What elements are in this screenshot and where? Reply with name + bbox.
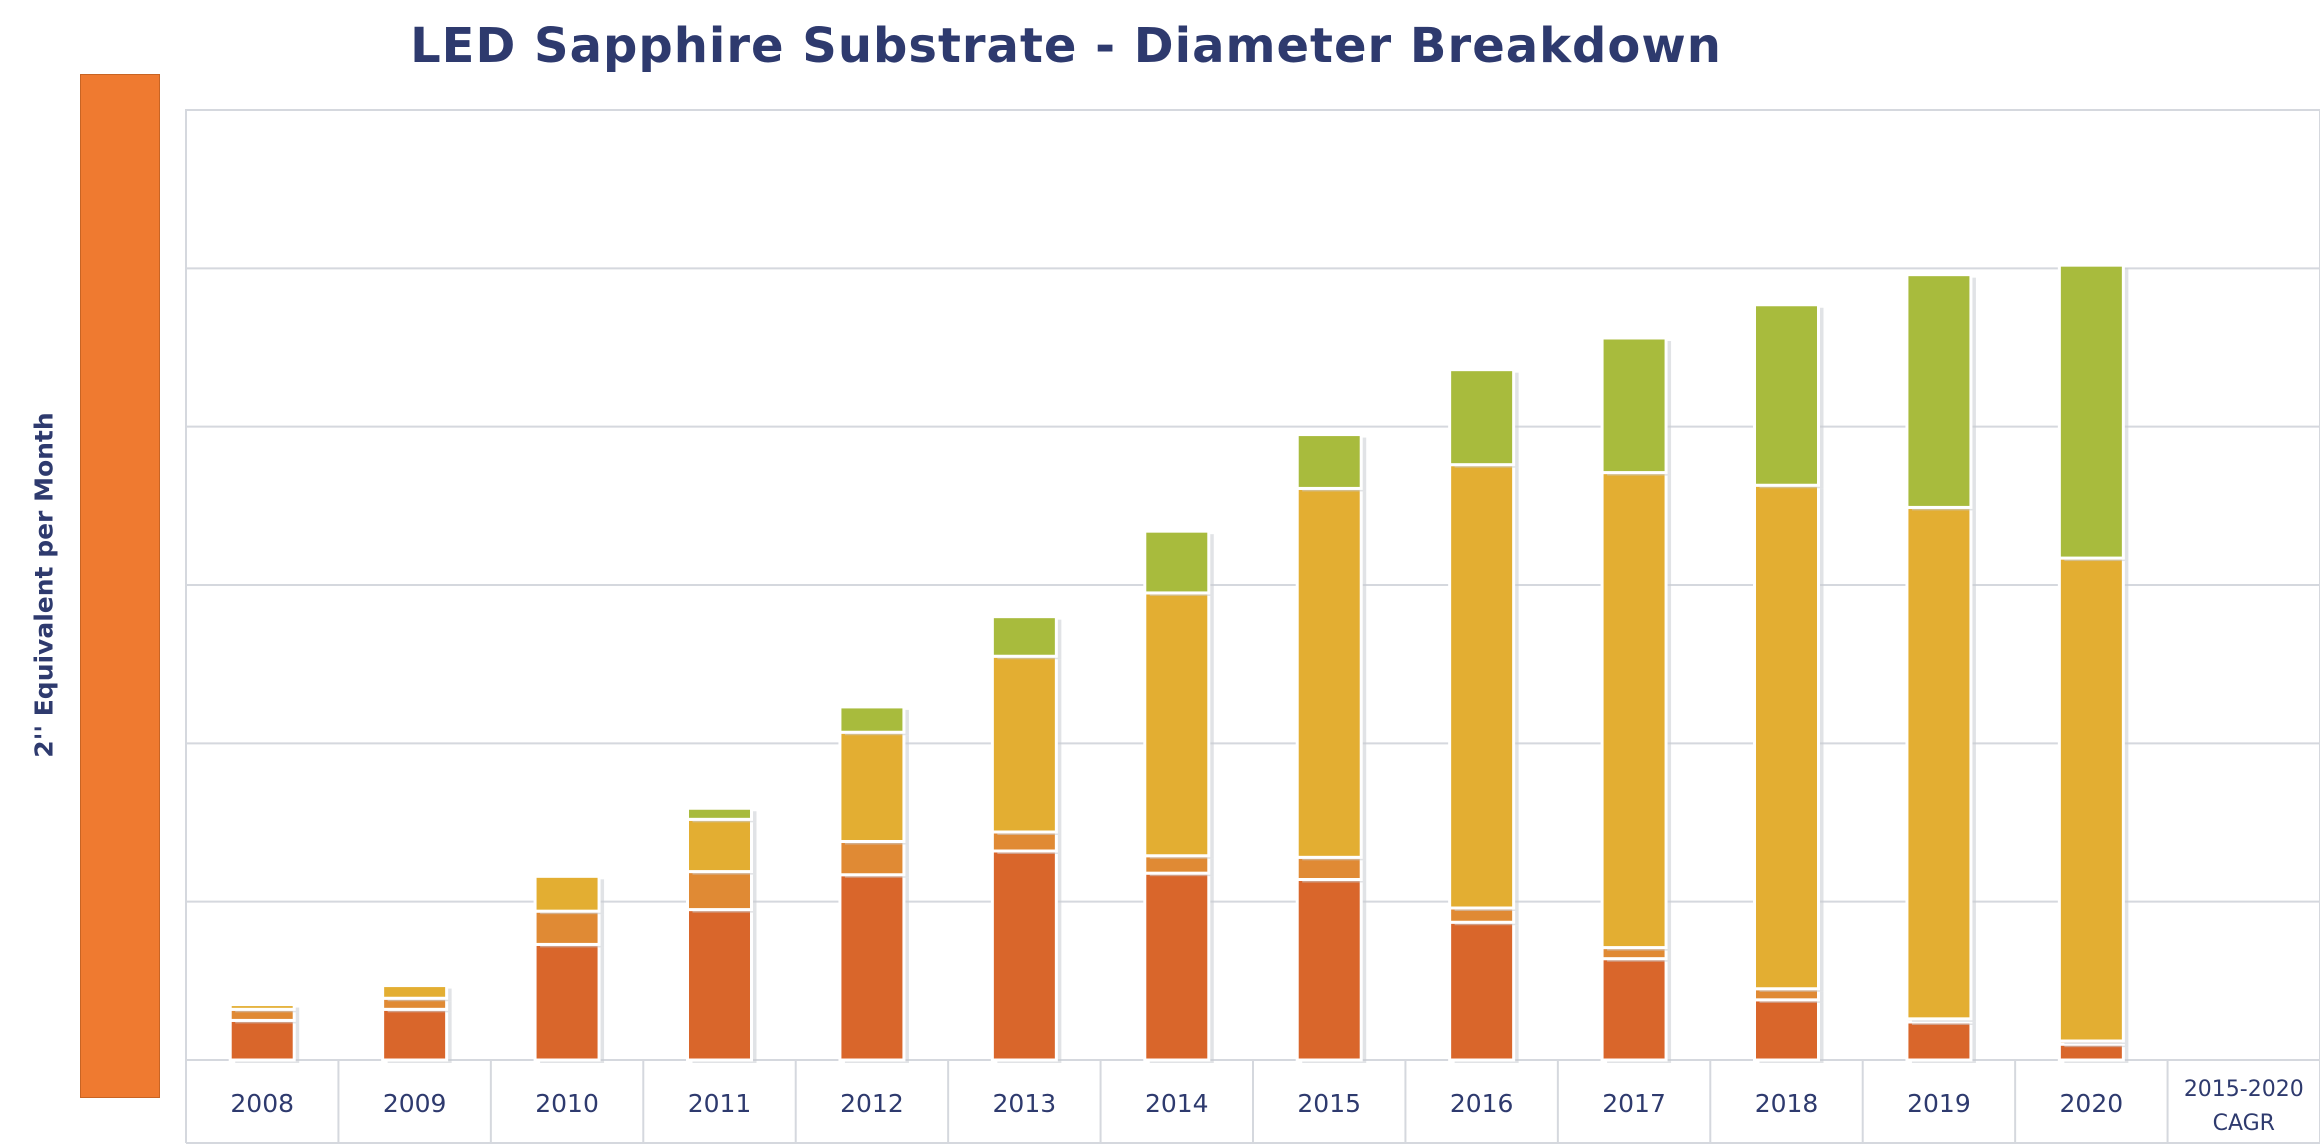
bar-segment [838,730,906,843]
bar-segment [838,840,906,877]
x-tick-label: 2008 [230,1089,294,1118]
x-tick-label: 2017 [1602,1089,1666,1118]
bar-segment [1600,336,1668,475]
bar-segment [686,817,753,874]
cagr-column-label: 2015-2020 [2184,1077,2304,1102]
bar-segment [990,849,1058,1062]
bar-segment [838,705,906,734]
bar-segment [228,1018,296,1062]
bar-segment [1753,483,1820,991]
bar-segment [1905,273,1973,509]
bar-segment [533,874,601,913]
bar-segment [1448,368,1516,467]
x-tick-label: 2019 [1907,1089,1971,1118]
bar-segment [686,870,753,912]
bar-segment [1753,303,1820,487]
bar-segment [1295,486,1363,859]
bar-segment [381,1007,449,1062]
x-tick-label: 2018 [1755,1089,1819,1118]
x-tick-label: 2010 [535,1089,599,1118]
bar-segment [1905,1020,1973,1062]
bar-segment [686,908,753,1062]
x-tick-label: 2016 [1450,1089,1514,1118]
bar-segment [1600,471,1668,950]
bar-segment [1295,433,1363,490]
bar-segment [2057,263,2125,560]
x-tick-label: 2020 [2060,1089,2124,1118]
x-tick-label: 2009 [383,1089,447,1118]
bar-segment [1448,920,1516,1062]
bar-segment [2057,556,2125,1043]
chart-title: LED Sapphire Substrate - Diameter Breakd… [410,18,1722,74]
bar-segment [1905,505,1973,1021]
bar-segment [990,615,1058,658]
x-tick-label: 2012 [840,1089,904,1118]
bar-segment [1143,871,1211,1062]
x-tick-label: 2013 [993,1089,1057,1118]
x-tick-label: 2015 [1297,1089,1361,1118]
bar-segment [381,984,449,1000]
bar-segment [838,873,906,1062]
bar-segment [1600,957,1668,1062]
bar-segment [1143,529,1211,595]
x-tick-label: 2011 [688,1089,752,1118]
bar-segment [1448,463,1516,910]
y-axis-label-band [80,74,160,1098]
bar-segment [1753,998,1820,1062]
bar-segment [686,806,753,821]
bar-segment [533,909,601,946]
bar-segment [1143,591,1211,858]
bar-segment [1295,878,1363,1062]
bar-segment [1295,855,1363,881]
x-tick-label: 2014 [1145,1089,1209,1118]
bar-segment [228,1003,296,1011]
bar-segment [533,942,601,1062]
bar-segment [990,654,1058,834]
cagr-column-label: CAGR [2213,1111,2275,1136]
